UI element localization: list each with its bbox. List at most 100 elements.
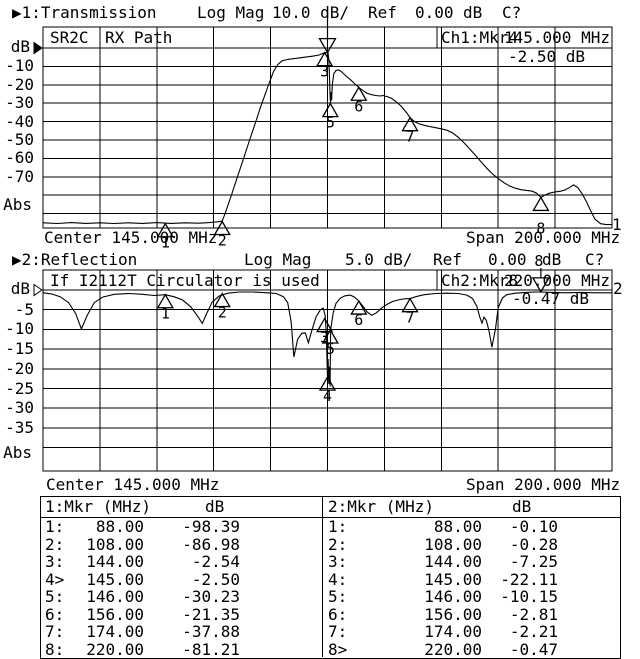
- active-marker-triangle-icon: [531, 277, 550, 294]
- marker-row-value: -2.50: [191, 569, 240, 589]
- ch1-trace-number: 1: [612, 215, 622, 234]
- y-tick-label: -30: [5, 398, 34, 418]
- y-tick-label: -25: [5, 378, 34, 398]
- marker-row-freq: 145.00: [424, 569, 482, 589]
- marker-row-label: 1:: [45, 517, 65, 536]
- ch1-ref-label: Ref: [368, 3, 397, 22]
- marker-row-freq: 108.00: [86, 534, 144, 554]
- marker-triangle-icon: [350, 299, 368, 315]
- marker-row-label: 3:: [328, 552, 348, 571]
- ch2-title: ▶2:Reflection: [12, 250, 138, 269]
- table2-unit-header: dB: [512, 497, 532, 516]
- ch2-marker-value: -0.47 dB: [512, 289, 590, 308]
- ch1-axis-unit: dB: [10, 37, 30, 56]
- ch1-annotation-left: SR2C: [50, 28, 89, 47]
- y-tick-label: -35: [5, 417, 34, 437]
- marker-number-label: 1: [161, 305, 170, 323]
- marker-row-freq: 88.00: [95, 517, 144, 536]
- ch1-marker-value: -2.50 dB: [508, 47, 586, 66]
- marker-row-value: -81.21: [182, 639, 240, 659]
- marker-triangle-icon: [316, 51, 334, 67]
- marker-table-header-rule: [40, 517, 620, 518]
- ch1-annotation-right: RX Path: [105, 28, 173, 47]
- marker-row-freq: 146.00: [424, 587, 482, 606]
- y-tick-label: -20: [5, 74, 34, 94]
- y-tick-label: -40: [5, 111, 34, 131]
- marker-row-label: 4>: [45, 569, 65, 589]
- marker-row-value: -2.81: [509, 604, 558, 624]
- marker-row-label: 5:: [45, 587, 65, 606]
- marker-table-divider: [322, 496, 323, 657]
- marker-row-value: -10.15: [500, 587, 558, 606]
- marker-triangle-icon: [213, 220, 231, 236]
- marker-row-label: 3:: [45, 552, 65, 571]
- ch2-marker-source: Ch2:Mkr8: [441, 271, 519, 290]
- table2-header: 2:Mkr (MHz): [328, 497, 434, 516]
- marker-row-freq: 174.00: [86, 622, 144, 641]
- marker-row-label: 6:: [45, 604, 65, 624]
- marker-row-value: -2.54: [191, 552, 240, 571]
- marker-number-label: 4: [323, 387, 332, 405]
- ch1-span: Span 200.000 MHz: [466, 228, 621, 247]
- ch2-status-flag: C?: [585, 250, 605, 269]
- y-tick-label: -10: [5, 56, 34, 76]
- marker-number-label: 3: [320, 329, 329, 347]
- ch2-marker-freq: 220.000 MHz: [504, 271, 610, 290]
- ref-level-pointer-icon: [33, 283, 43, 297]
- ch1-scale: 10.0 dB/: [272, 3, 350, 22]
- ch1-center-freq: Center 145.000 MHz: [44, 228, 218, 247]
- y-tick-label: -70: [5, 166, 34, 186]
- marker-triangle-icon: [156, 222, 174, 238]
- trace-2: [42, 291, 612, 387]
- marker-triangle-icon: [350, 85, 368, 101]
- marker-row-label: 8:: [45, 639, 65, 659]
- y-tick-label: -5: [14, 299, 34, 319]
- marker-row-label: 1:: [328, 517, 348, 536]
- marker-number-label: 6: [354, 311, 363, 329]
- marker-row-label: 5:: [328, 587, 348, 606]
- marker-triangle-icon: [156, 293, 174, 309]
- y-tick-label: -10: [5, 319, 34, 339]
- marker-row-label: 4:: [328, 569, 348, 589]
- marker-number-label: 3: [320, 63, 329, 81]
- active-marker-triangle-icon: [318, 37, 337, 54]
- marker-row-freq: 144.00: [86, 552, 144, 571]
- marker-number-label: 5: [326, 340, 335, 358]
- ch1-marker-source: Ch1:Mkr4: [441, 28, 519, 47]
- marker-row-label: 2:: [328, 534, 348, 554]
- y-tick-label: -15: [5, 339, 34, 359]
- marker-number-label: 7: [405, 309, 414, 327]
- ch1-status-flag: C?: [502, 3, 522, 22]
- ch2-axis-unit: dB: [10, 279, 30, 298]
- ch2-format: Log Mag: [244, 250, 312, 269]
- marker-number-label: 8: [536, 219, 545, 237]
- ch2-trace-number: 2: [613, 279, 623, 298]
- ch1-axis-abs: Abs: [3, 195, 32, 214]
- y-tick-label: -60: [5, 148, 34, 168]
- marker-triangle-icon: [318, 375, 337, 391]
- marker-number-label: 8: [534, 252, 543, 270]
- marker-row-value: -37.88: [182, 622, 240, 641]
- marker-number-label: 2: [218, 304, 227, 322]
- marker-triangle-icon: [401, 297, 419, 313]
- marker-row-label: 7:: [45, 622, 65, 641]
- marker-row-label: 6:: [328, 604, 348, 624]
- marker-row-freq: 220.00: [424, 639, 482, 659]
- y-tick-label: -50: [5, 130, 34, 149]
- marker-row-value: -0.47: [509, 639, 558, 659]
- marker-row-freq: 220.00: [86, 639, 144, 659]
- ch1-marker-freq: 145.000 MHz: [504, 28, 610, 47]
- marker-row-value: -0.10: [509, 517, 558, 536]
- ch1-ref-value: 0.00: [415, 3, 454, 22]
- ch2-scale: 5.0 dB/: [345, 250, 413, 269]
- marker-triangle-icon: [321, 328, 339, 344]
- marker-triangle-icon: [316, 317, 334, 333]
- table1-unit-header: dB: [205, 497, 225, 516]
- marker-triangle-icon: [321, 102, 339, 118]
- ch2-center-freq: Center 145.000 MHz: [46, 475, 220, 494]
- marker-triangle-icon: [213, 292, 231, 308]
- marker-row-freq: 146.00: [86, 587, 144, 606]
- marker-row-value: -22.11: [500, 569, 558, 589]
- ch2-axis-abs: Abs: [3, 443, 32, 462]
